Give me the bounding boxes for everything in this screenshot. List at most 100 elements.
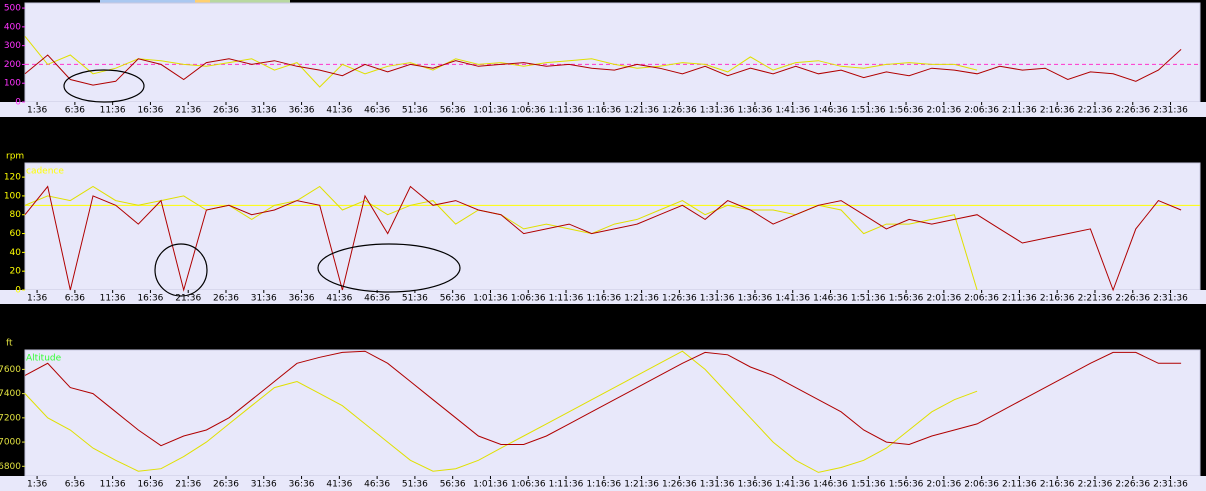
x-tick-label: 51:36 bbox=[402, 294, 428, 304]
x-label-strip bbox=[0, 290, 1206, 304]
x-tick-label: 41:36 bbox=[326, 480, 352, 490]
x-tick-label: 1:51:36 bbox=[851, 480, 886, 490]
x-tick-label: 2:01:36 bbox=[926, 480, 961, 490]
y-tick-label: 400 bbox=[4, 22, 21, 32]
series-line bbox=[24, 35, 978, 88]
x-tick-label: 6:36 bbox=[65, 106, 85, 116]
x-tick-label: 56:36 bbox=[440, 480, 466, 490]
x-tick-label: 56:36 bbox=[440, 294, 466, 304]
x-tick-label: 2:31:36 bbox=[1153, 294, 1188, 304]
x-tick-label: 1:41:36 bbox=[775, 294, 810, 304]
x-tick-label: 1:16:36 bbox=[586, 480, 621, 490]
x-tick-label: 1:56:36 bbox=[889, 106, 924, 116]
y-tick-label: 7600 bbox=[0, 365, 21, 375]
y-tick-label: 40 bbox=[10, 248, 22, 258]
caption: Altitude bbox=[26, 354, 62, 364]
y-tick-label: 7400 bbox=[0, 389, 21, 399]
x-tick-label: 36:36 bbox=[289, 294, 315, 304]
x-tick-label: 1:31:36 bbox=[700, 106, 735, 116]
x-tick-label: 6:36 bbox=[65, 480, 85, 490]
x-tick-label: 31:36 bbox=[251, 294, 277, 304]
caption: cadence bbox=[26, 167, 64, 177]
x-tick-label: 1:21:36 bbox=[624, 294, 659, 304]
x-tick-label: 16:36 bbox=[137, 294, 163, 304]
unit-label: rpm bbox=[6, 152, 24, 162]
x-tick-label: 46:36 bbox=[364, 480, 390, 490]
x-tick-label: 1:16:36 bbox=[586, 294, 621, 304]
x-tick-label: 1:11:36 bbox=[549, 294, 584, 304]
plot-area bbox=[24, 162, 1201, 291]
x-tick-label: 1:36 bbox=[27, 106, 47, 116]
x-tick-label: 2:26:36 bbox=[1115, 294, 1150, 304]
x-tick-label: 11:36 bbox=[100, 480, 126, 490]
x-tick-label: 2:01:36 bbox=[926, 294, 961, 304]
x-tick-label: 2:01:36 bbox=[926, 106, 961, 116]
y-tick-label: 7000 bbox=[0, 438, 21, 448]
x-tick-label: 1:01:36 bbox=[473, 106, 508, 116]
x-tick-label: 11:36 bbox=[100, 294, 126, 304]
y-tick-label: 200 bbox=[4, 60, 21, 70]
x-tick-label: 6:36 bbox=[65, 294, 85, 304]
y-tick-label: 7200 bbox=[0, 413, 21, 423]
x-tick-label: 46:36 bbox=[364, 294, 390, 304]
x-tick-label: 1:21:36 bbox=[624, 106, 659, 116]
y-tick-label: 60 bbox=[10, 229, 22, 239]
annotation-ellipse bbox=[154, 243, 208, 297]
x-tick-label: 51:36 bbox=[402, 106, 428, 116]
x-tick-label: 1:26:36 bbox=[662, 106, 697, 116]
x-tick-label: 36:36 bbox=[289, 106, 315, 116]
tab bbox=[210, 0, 290, 3]
x-tick-label: 2:11:36 bbox=[1002, 106, 1037, 116]
x-tick-label: 1:26:36 bbox=[662, 294, 697, 304]
y-tick-label: 6800 bbox=[0, 462, 21, 472]
x-tick-label: 1:01:36 bbox=[473, 480, 508, 490]
x-tick-label: 1:31:36 bbox=[700, 480, 735, 490]
x-tick-label: 2:06:36 bbox=[964, 106, 999, 116]
tab bbox=[195, 0, 210, 3]
series-line bbox=[24, 49, 1182, 86]
y-tick-label: 20 bbox=[10, 267, 22, 277]
plot-area bbox=[24, 2, 1201, 103]
x-tick-label: 21:36 bbox=[175, 106, 201, 116]
annotation-ellipse bbox=[317, 243, 461, 293]
x-tick-label: 1:46:36 bbox=[813, 480, 848, 490]
x-tick-label: 2:31:36 bbox=[1153, 480, 1188, 490]
x-tick-label: 1:36:36 bbox=[738, 106, 773, 116]
x-label-strip bbox=[0, 102, 1206, 117]
x-tick-label: 1:21:36 bbox=[624, 480, 659, 490]
y-tick-label: 500 bbox=[4, 4, 21, 14]
x-tick-label: 2:21:36 bbox=[1078, 294, 1113, 304]
x-tick-label: 2:21:36 bbox=[1078, 480, 1113, 490]
x-tick-label: 1:36 bbox=[27, 294, 47, 304]
x-tick-label: 21:36 bbox=[175, 294, 201, 304]
x-tick-label: 1:06:36 bbox=[511, 106, 546, 116]
x-tick-label: 2:06:36 bbox=[964, 294, 999, 304]
series-line bbox=[24, 185, 1182, 292]
x-tick-label: 2:26:36 bbox=[1115, 106, 1150, 116]
unit-label: ft bbox=[6, 339, 13, 349]
x-tick-label: 2:11:36 bbox=[1002, 480, 1037, 490]
x-tick-label: 1:41:36 bbox=[775, 106, 810, 116]
x-tick-label: 26:36 bbox=[213, 106, 239, 116]
x-tick-label: 2:16:36 bbox=[1040, 294, 1075, 304]
x-label-strip bbox=[0, 476, 1206, 491]
annotations bbox=[63, 69, 461, 297]
x-tick-label: 56:36 bbox=[440, 106, 466, 116]
x-tick-label: 2:16:36 bbox=[1040, 106, 1075, 116]
x-tick-label: 1:56:36 bbox=[889, 294, 924, 304]
x-tick-label: 2:16:36 bbox=[1040, 480, 1075, 490]
x-tick-label: 2:26:36 bbox=[1115, 480, 1150, 490]
x-tick-label: 26:36 bbox=[213, 480, 239, 490]
x-tick-label: 1:16:36 bbox=[586, 106, 621, 116]
x-tick-label: 31:36 bbox=[251, 480, 277, 490]
x-tick-label: 2:21:36 bbox=[1078, 106, 1113, 116]
tab bbox=[100, 0, 195, 3]
x-tick-label: 11:36 bbox=[100, 106, 126, 116]
x-tick-label: 1:41:36 bbox=[775, 480, 810, 490]
x-tick-label: 1:01:36 bbox=[473, 294, 508, 304]
x-tick-label: 1:36 bbox=[27, 480, 47, 490]
x-tick-label: 16:36 bbox=[137, 106, 163, 116]
series-line bbox=[24, 350, 978, 473]
plot-area bbox=[24, 349, 1201, 477]
